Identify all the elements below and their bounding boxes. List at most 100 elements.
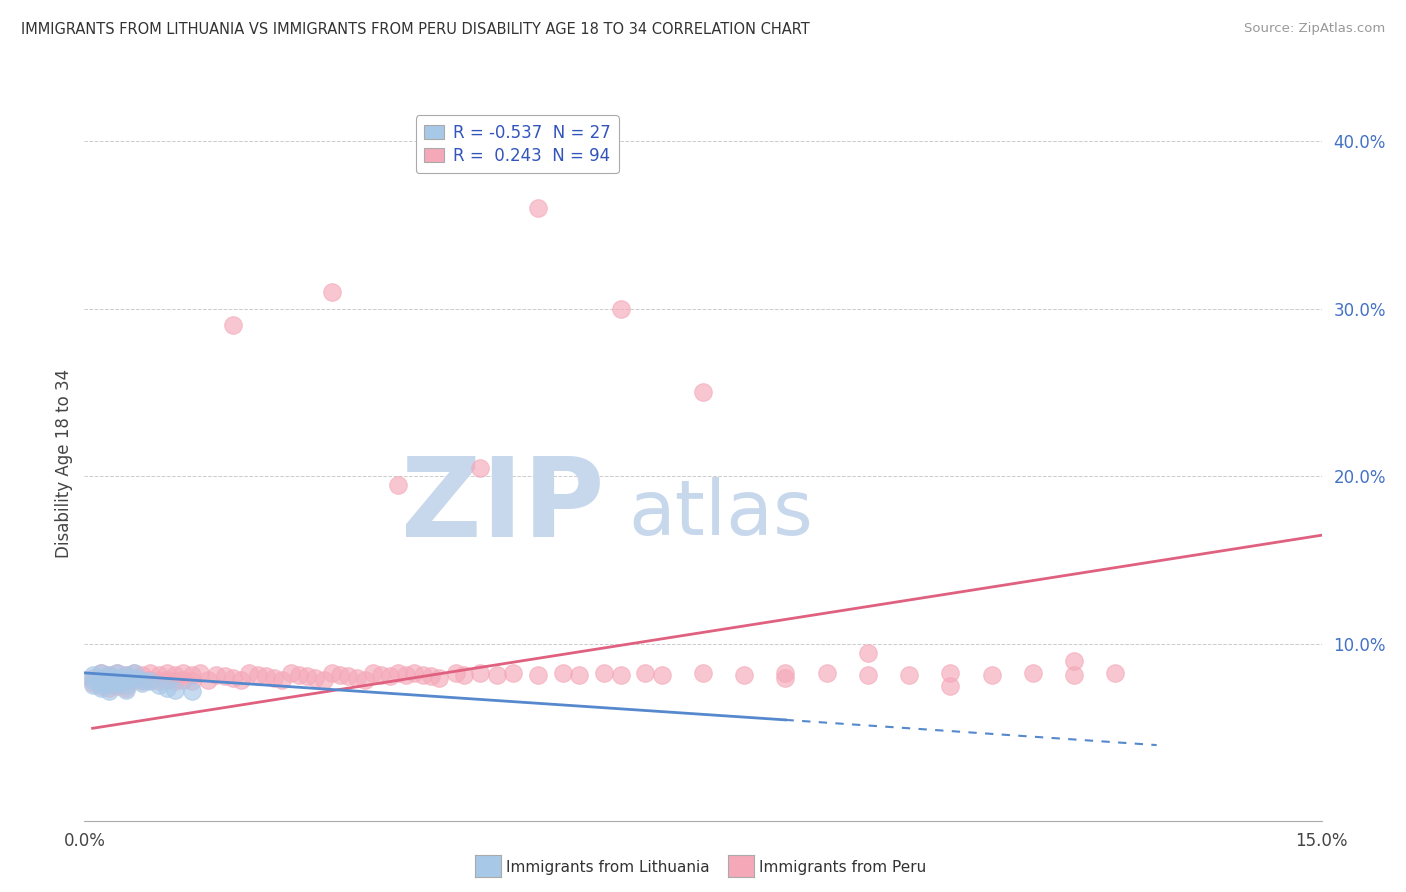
Point — [114, 674, 136, 689]
Point — [90, 665, 112, 680]
Point — [280, 665, 302, 680]
Point — [470, 461, 492, 475]
Point — [387, 665, 409, 680]
Point — [114, 678, 136, 692]
Point — [898, 667, 921, 681]
Point — [395, 667, 418, 681]
Point — [312, 673, 335, 687]
Point — [114, 673, 136, 687]
Point — [288, 667, 311, 681]
Point — [197, 673, 219, 687]
Point — [165, 674, 187, 689]
Point — [527, 201, 550, 215]
Point — [180, 674, 202, 689]
Point — [370, 667, 392, 681]
Point — [609, 301, 631, 316]
Point — [90, 671, 112, 685]
Point — [346, 671, 368, 685]
Point — [172, 673, 194, 687]
Point — [412, 667, 434, 681]
Point — [378, 669, 401, 683]
Point — [139, 673, 162, 687]
Point — [165, 682, 187, 697]
Point — [263, 671, 285, 685]
Point — [485, 667, 508, 681]
Point — [775, 671, 797, 685]
Point — [1063, 654, 1085, 668]
Text: ZIP: ZIP — [401, 453, 605, 560]
Point — [122, 665, 145, 680]
Point — [114, 667, 136, 681]
Point — [90, 679, 112, 693]
Point — [148, 674, 170, 689]
Point — [502, 665, 524, 680]
Point — [98, 684, 121, 698]
Point — [180, 684, 202, 698]
Point — [105, 671, 128, 685]
Point — [90, 681, 112, 695]
Point — [90, 673, 112, 687]
Point — [856, 667, 879, 681]
Point — [122, 673, 145, 687]
Point — [1104, 665, 1126, 680]
Point — [387, 478, 409, 492]
Text: atlas: atlas — [628, 477, 814, 550]
Point — [139, 665, 162, 680]
Point — [304, 671, 326, 685]
Point — [453, 667, 475, 681]
Point — [856, 646, 879, 660]
Text: Immigrants from Lithuania: Immigrants from Lithuania — [506, 861, 710, 875]
Point — [180, 667, 202, 681]
Point — [205, 667, 228, 681]
Point — [82, 667, 104, 681]
Point — [222, 318, 245, 333]
Point — [238, 665, 260, 680]
Point — [329, 667, 352, 681]
Text: Source: ZipAtlas.com: Source: ZipAtlas.com — [1244, 22, 1385, 36]
Point — [156, 665, 179, 680]
Point — [692, 665, 714, 680]
Point — [214, 669, 236, 683]
Text: Immigrants from Peru: Immigrants from Peru — [759, 861, 927, 875]
Point — [105, 665, 128, 680]
Point — [90, 665, 112, 680]
Point — [980, 667, 1002, 681]
Point — [114, 681, 136, 695]
Point — [131, 676, 153, 690]
Point — [105, 673, 128, 687]
Point — [188, 665, 211, 680]
Legend: R = -0.537  N = 27, R =  0.243  N = 94: R = -0.537 N = 27, R = 0.243 N = 94 — [416, 115, 619, 173]
Point — [105, 679, 128, 693]
Point — [90, 676, 112, 690]
Point — [98, 678, 121, 692]
Point — [148, 667, 170, 681]
Point — [82, 678, 104, 692]
Point — [321, 665, 343, 680]
Point — [82, 676, 104, 690]
Text: IMMIGRANTS FROM LITHUANIA VS IMMIGRANTS FROM PERU DISABILITY AGE 18 TO 34 CORREL: IMMIGRANTS FROM LITHUANIA VS IMMIGRANTS … — [21, 22, 810, 37]
Point — [733, 667, 755, 681]
Point — [609, 667, 631, 681]
Point — [114, 682, 136, 697]
Point — [98, 667, 121, 681]
Point — [131, 667, 153, 681]
Point — [139, 674, 162, 689]
Point — [98, 667, 121, 681]
Point — [593, 665, 616, 680]
Point — [692, 385, 714, 400]
Point — [98, 674, 121, 689]
Point — [775, 665, 797, 680]
Point — [246, 667, 269, 681]
Point — [295, 669, 318, 683]
Point — [82, 673, 104, 687]
Point — [419, 669, 441, 683]
Point — [156, 673, 179, 687]
Point — [404, 665, 426, 680]
Point — [105, 665, 128, 680]
Point — [122, 665, 145, 680]
Point — [444, 665, 467, 680]
Point — [114, 667, 136, 681]
Point — [271, 673, 294, 687]
Point — [651, 667, 673, 681]
Point — [165, 667, 187, 681]
